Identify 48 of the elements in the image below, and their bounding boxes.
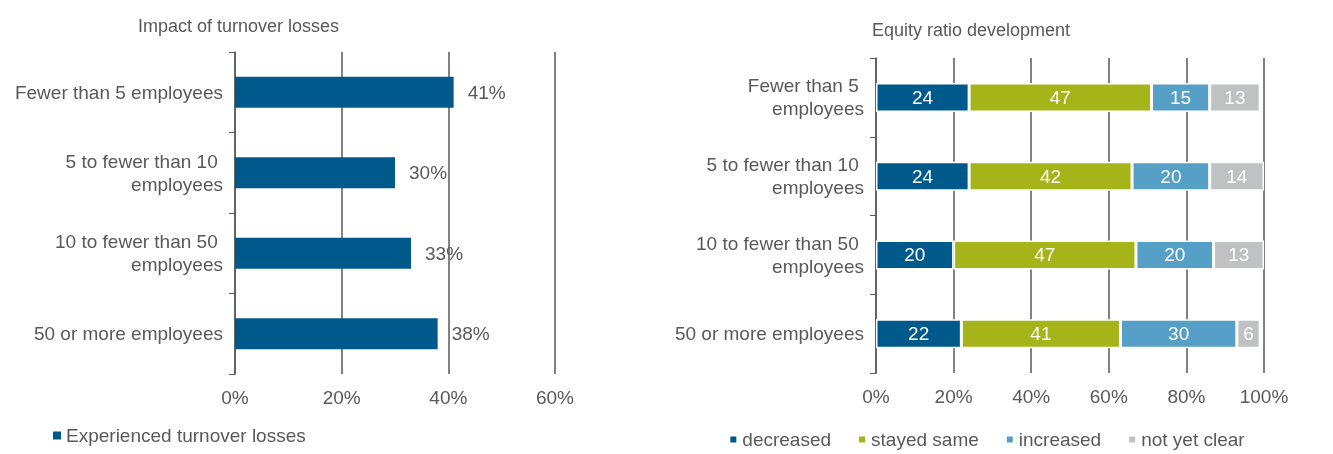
y-tick-label: Fewer than 5 employees [747, 75, 864, 120]
data-label: 14 [1226, 165, 1248, 187]
data-label: 30 [1168, 323, 1190, 345]
data-label: 47 [1034, 244, 1056, 266]
data-label: 13 [1224, 86, 1246, 108]
y-tick-label: 50 or more employees [674, 323, 864, 345]
legend-label: Experienced turnover losses [66, 425, 306, 446]
data-label: 20 [904, 244, 926, 266]
legend-label: decreased [742, 429, 832, 450]
bar [235, 318, 438, 350]
data-label: 24 [911, 86, 934, 108]
bar [235, 157, 395, 189]
data-label: 22 [908, 323, 930, 345]
x-tick-label: 20% [322, 387, 361, 408]
bar [235, 237, 411, 269]
y-tick-label: 5 to fewer than 10 employees [706, 154, 864, 199]
y-tick-label: Fewer than 5 employees [14, 81, 223, 103]
legend-label: stayed same [871, 429, 979, 450]
y-tick-label: 10 to fewer than 50 employees [55, 231, 223, 276]
x-tick-label: 20% [934, 386, 973, 407]
x-tick-label: 100% [1239, 386, 1289, 407]
bar [235, 76, 454, 108]
data-label: 47 [1049, 86, 1071, 108]
data-label: 30% [409, 162, 448, 184]
data-label: 41% [467, 81, 506, 103]
data-label: 20 [1164, 244, 1186, 266]
y-tick-label: 50 or more employees [33, 323, 223, 345]
y-tick-label: 5 to fewer than 10 employees [65, 150, 223, 195]
x-tick-label: 40% [429, 387, 468, 408]
data-label: 13 [1228, 244, 1250, 266]
x-tick-label: 80% [1167, 386, 1206, 407]
x-tick-label: 40% [1012, 386, 1051, 407]
chart-title: Equity ratio development [872, 20, 1071, 40]
x-tick-label: 60% [1089, 386, 1128, 407]
x-tick-label: 0% [862, 386, 890, 407]
data-label: 41 [1030, 323, 1052, 345]
data-label: 6 [1243, 323, 1254, 345]
data-label: 20 [1160, 165, 1182, 187]
data-label: 15 [1170, 86, 1192, 108]
legend-label: not yet clear [1141, 429, 1246, 450]
legend-label: increased [1018, 429, 1102, 450]
data-label: 24 [911, 165, 934, 187]
chart-title: Impact of turnover losses [138, 16, 340, 36]
data-label: 38% [451, 323, 490, 345]
x-tick-label: 0% [221, 387, 249, 408]
data-label: 42 [1040, 165, 1062, 187]
y-tick-label: 10 to fewer than 50 employees [696, 232, 864, 277]
x-tick-label: 60% [535, 387, 575, 408]
